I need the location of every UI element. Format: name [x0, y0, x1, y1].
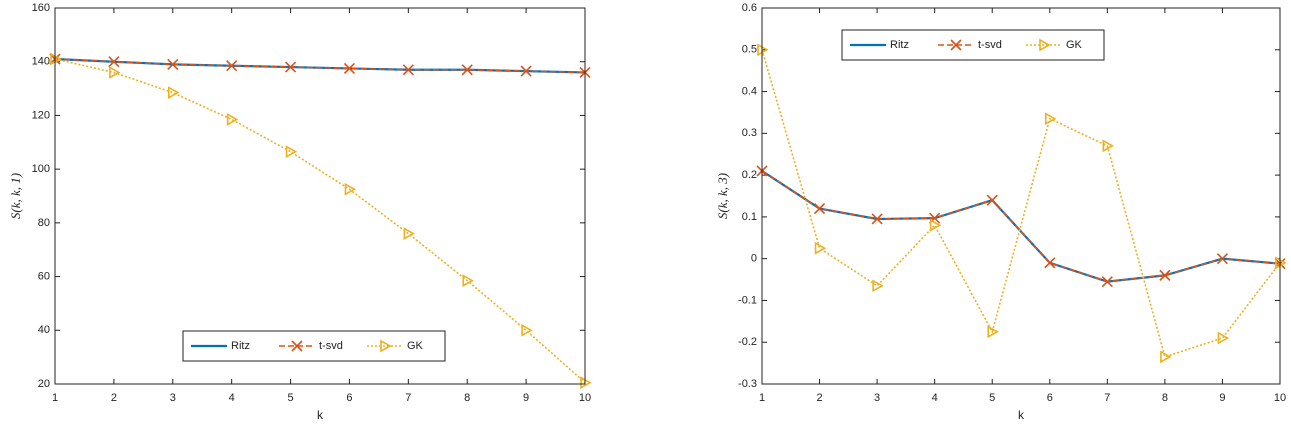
x-tick-label: 9	[523, 392, 529, 404]
marker	[813, 202, 826, 215]
x-axis-label: k	[317, 408, 324, 422]
marker	[226, 60, 238, 72]
marker	[521, 323, 533, 337]
legend-label: t-svd	[978, 39, 1002, 51]
x-tick-label: 3	[170, 392, 176, 404]
marker	[986, 194, 998, 206]
x-tick-label: 5	[989, 392, 995, 404]
series-line	[54, 58, 586, 74]
marker	[1101, 276, 1113, 288]
marker	[402, 64, 414, 76]
marker	[1044, 257, 1056, 269]
marker	[987, 325, 999, 339]
y-tick-label: 0.4	[742, 85, 757, 97]
marker	[285, 145, 298, 159]
plot-area	[762, 8, 1280, 384]
marker	[343, 62, 356, 74]
legend-label: GK	[1066, 39, 1083, 51]
legend-label: t-svd	[319, 340, 343, 352]
y-tick-label: 160	[32, 2, 50, 14]
y-tick-label: 0.5	[742, 44, 757, 56]
series-line	[761, 170, 1281, 283]
plot-area	[55, 8, 585, 384]
y-tick-label: 100	[32, 163, 50, 175]
legend-label: Ritz	[231, 340, 250, 352]
x-tick-label: 2	[111, 392, 117, 404]
x-tick-label: 2	[816, 392, 822, 404]
marker	[226, 113, 239, 126]
marker	[1102, 139, 1114, 153]
axes-box	[54, 7, 586, 385]
x-tick-label: 4	[229, 392, 235, 404]
y-axis-label: S(k, k, 3)	[715, 173, 730, 219]
y-tick-label: 0.2	[742, 169, 757, 181]
series-line	[761, 49, 1281, 358]
y-tick-label: -0.2	[738, 336, 757, 348]
x-tick-label: 8	[464, 392, 470, 404]
marker	[167, 86, 180, 99]
y-tick-label: 0	[751, 253, 757, 265]
y-tick-label: 0.6	[742, 2, 757, 14]
marker	[284, 61, 297, 73]
y-tick-label: 0.3	[742, 127, 757, 139]
x-tick-label: 10	[579, 392, 591, 404]
marker	[1216, 253, 1229, 265]
legend: Ritz t-svd GK	[182, 330, 446, 362]
x-tick-label: 7	[405, 392, 411, 404]
legend-marker	[950, 39, 962, 51]
marker	[403, 227, 415, 240]
y-tick-label: 20	[38, 378, 50, 390]
legend-label: Ritz	[890, 39, 909, 51]
marker	[872, 279, 884, 293]
x-tick-label: 9	[1219, 392, 1225, 404]
x-tick-label: 5	[287, 392, 293, 404]
y-tick-label: 80	[38, 217, 50, 229]
legend-marker	[291, 340, 303, 352]
y-tick-label: -0.1	[738, 294, 757, 306]
x-axis-label: k	[1018, 408, 1025, 422]
y-axis-label: S(k, k, 1)	[8, 173, 23, 219]
marker	[167, 58, 179, 70]
x-tick-label: 10	[1274, 392, 1286, 404]
y-tick-label: 60	[38, 270, 50, 282]
marker	[462, 274, 474, 287]
y-tick-label: 140	[32, 56, 50, 68]
marker	[344, 182, 357, 196]
axes-box	[761, 7, 1281, 385]
y-tick-label: 0.1	[742, 211, 757, 223]
x-tick-label: 6	[346, 392, 352, 404]
legend-marker	[1039, 38, 1051, 52]
x-tick-label: 3	[874, 392, 880, 404]
marker	[814, 241, 827, 255]
x-tick-label: 4	[932, 392, 938, 404]
marker	[109, 66, 121, 79]
marker	[1217, 331, 1230, 345]
marker	[461, 64, 473, 76]
marker	[1159, 269, 1171, 281]
marker	[871, 213, 883, 225]
x-tick-label: 8	[1162, 392, 1168, 404]
legend: Ritz t-svd GK	[841, 29, 1105, 61]
y-tick-label: 120	[32, 109, 50, 121]
legend-marker	[380, 339, 392, 353]
axes: 20 40 60 80 100 120 140 160 1 2 3 4 5 6 7 8 9 10 k S(k, k, …	[8, 2, 592, 422]
x-tick-label: 7	[1104, 392, 1110, 404]
x-tick-label: 1	[52, 392, 58, 404]
marker	[108, 56, 120, 68]
marker	[929, 218, 942, 232]
legend-label: GK	[407, 340, 424, 352]
axes: -0.3 -0.2 -0.1 0 0.1 0.2 0.3 0.4 0.5 0.6 1 2 3 4 5 6 7 8 9…	[715, 2, 1287, 422]
marker	[1044, 112, 1057, 126]
marker	[1160, 350, 1172, 364]
x-tick-label: 1	[759, 392, 765, 404]
x-tick-label: 6	[1047, 392, 1053, 404]
marker	[520, 65, 532, 77]
series-line	[54, 58, 586, 384]
y-tick-label: 40	[38, 324, 50, 336]
y-tick-label: -0.3	[738, 378, 757, 390]
